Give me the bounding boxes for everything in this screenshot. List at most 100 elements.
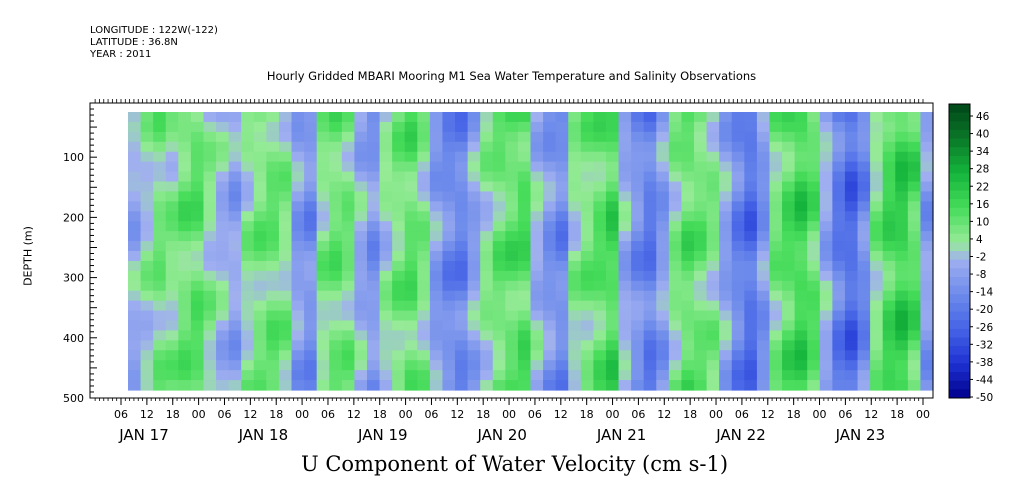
- heatmap-cell: [366, 131, 381, 143]
- heatmap-cell: [140, 260, 154, 272]
- heatmap-cell: [920, 330, 934, 341]
- heatmap-cell: [316, 300, 330, 312]
- heatmap-cell: [505, 171, 519, 183]
- heatmap-cell: [316, 221, 330, 232]
- heatmap-cell: [631, 310, 645, 322]
- heatmap-cell: [844, 340, 859, 351]
- heatmap-cell: [354, 161, 368, 173]
- heatmap-cell: [392, 360, 406, 371]
- heatmap-cell: [165, 290, 179, 302]
- heatmap-cell: [467, 251, 481, 262]
- heatmap-cell: [354, 221, 368, 232]
- heatmap-cell: [882, 360, 896, 371]
- heatmap-cell: [341, 241, 356, 252]
- heatmap-cell: [605, 231, 620, 242]
- heatmap-cell: [517, 330, 532, 341]
- heatmap-cell: [543, 270, 557, 282]
- heatmap-cell: [857, 290, 871, 302]
- x-tick-label: 18: [787, 408, 801, 421]
- heatmap-cell: [580, 112, 594, 123]
- heatmap-cell: [605, 380, 620, 391]
- heatmap-cell: [895, 201, 909, 212]
- heatmap-cell: [543, 260, 557, 272]
- heatmap-cell: [417, 290, 431, 302]
- heatmap-cell: [329, 112, 343, 123]
- heatmap-cell: [555, 161, 569, 173]
- heatmap-cell: [568, 171, 582, 183]
- heatmap-cell: [278, 330, 293, 341]
- heatmap-cell: [530, 290, 544, 302]
- heatmap-cell: [190, 370, 205, 381]
- heatmap-cell: [241, 260, 255, 272]
- heatmap-cell: [492, 300, 506, 312]
- heatmap-cell: [706, 231, 720, 242]
- heatmap-cell: [568, 201, 582, 212]
- heatmap-cell: [794, 191, 808, 202]
- heatmap-cell: [278, 300, 293, 312]
- heatmap-cell: [379, 290, 393, 302]
- heatmap-cell: [329, 350, 343, 361]
- heatmap-cell: [580, 370, 594, 381]
- heatmap-cell: [480, 370, 494, 381]
- heatmap-cell: [266, 280, 280, 292]
- heatmap-cell: [178, 141, 192, 153]
- heatmap-cell: [241, 330, 255, 341]
- heatmap-cell: [605, 201, 620, 212]
- heatmap-cell: [316, 320, 330, 332]
- heatmap-cell: [543, 211, 557, 222]
- heatmap-cell: [190, 290, 205, 302]
- heatmap-cell: [442, 151, 456, 163]
- heatmap-cell: [895, 161, 909, 173]
- colorbar-swatch: [949, 389, 970, 399]
- heatmap-cell: [882, 112, 896, 123]
- heatmap-cell: [719, 330, 733, 341]
- heatmap-cell: [731, 340, 745, 351]
- heatmap-cell: [668, 161, 683, 173]
- heatmap-cell: [429, 221, 444, 232]
- heatmap-cell: [404, 112, 418, 123]
- heatmap-cell: [291, 380, 305, 391]
- heatmap-cell: [505, 310, 519, 322]
- heatmap-cell: [706, 360, 720, 371]
- heatmap-cell: [593, 231, 607, 242]
- heatmap-cell: [266, 141, 280, 153]
- x-day-label: JAN 21: [596, 426, 647, 444]
- x-tick-label: 12: [243, 408, 257, 421]
- heatmap-cell: [241, 171, 255, 183]
- heatmap-cell: [618, 350, 632, 361]
- heatmap-cell: [429, 330, 444, 341]
- colorbar-swatch: [949, 251, 970, 261]
- heatmap-cell: [882, 131, 896, 143]
- heatmap-cell: [694, 300, 708, 312]
- heatmap-cell: [631, 201, 645, 212]
- heatmap-cell: [178, 191, 192, 202]
- heatmap-cell: [907, 330, 922, 341]
- heatmap-cell: [857, 270, 871, 282]
- heatmap-cell: [794, 161, 808, 173]
- heatmap-cell: [756, 350, 771, 361]
- heatmap-cell: [819, 141, 833, 153]
- heatmap-cell: [857, 251, 871, 262]
- heatmap-cell: [203, 121, 217, 133]
- heatmap-cell: [744, 141, 758, 153]
- heatmap-cell: [832, 310, 846, 322]
- heatmap-cell: [643, 310, 657, 322]
- heatmap-cell: [844, 320, 859, 332]
- heatmap-cell: [694, 280, 708, 292]
- heatmap-cell: [543, 350, 557, 361]
- heatmap-cell: [429, 161, 444, 173]
- heatmap-cell: [744, 340, 758, 351]
- heatmap-cell: [832, 171, 846, 183]
- heatmap-cell: [366, 310, 381, 322]
- heatmap-cell: [605, 260, 620, 272]
- heatmap-cell: [643, 320, 657, 332]
- heatmap-cell: [480, 340, 494, 351]
- heatmap-cell: [392, 151, 406, 163]
- heatmap-cell: [492, 280, 506, 292]
- heatmap-cell: [165, 221, 179, 232]
- heatmap-cell: [631, 241, 645, 252]
- heatmap-cell: [140, 231, 154, 242]
- heatmap-cell: [832, 231, 846, 242]
- heatmap-cell: [643, 370, 657, 381]
- heatmap-cell: [907, 211, 922, 222]
